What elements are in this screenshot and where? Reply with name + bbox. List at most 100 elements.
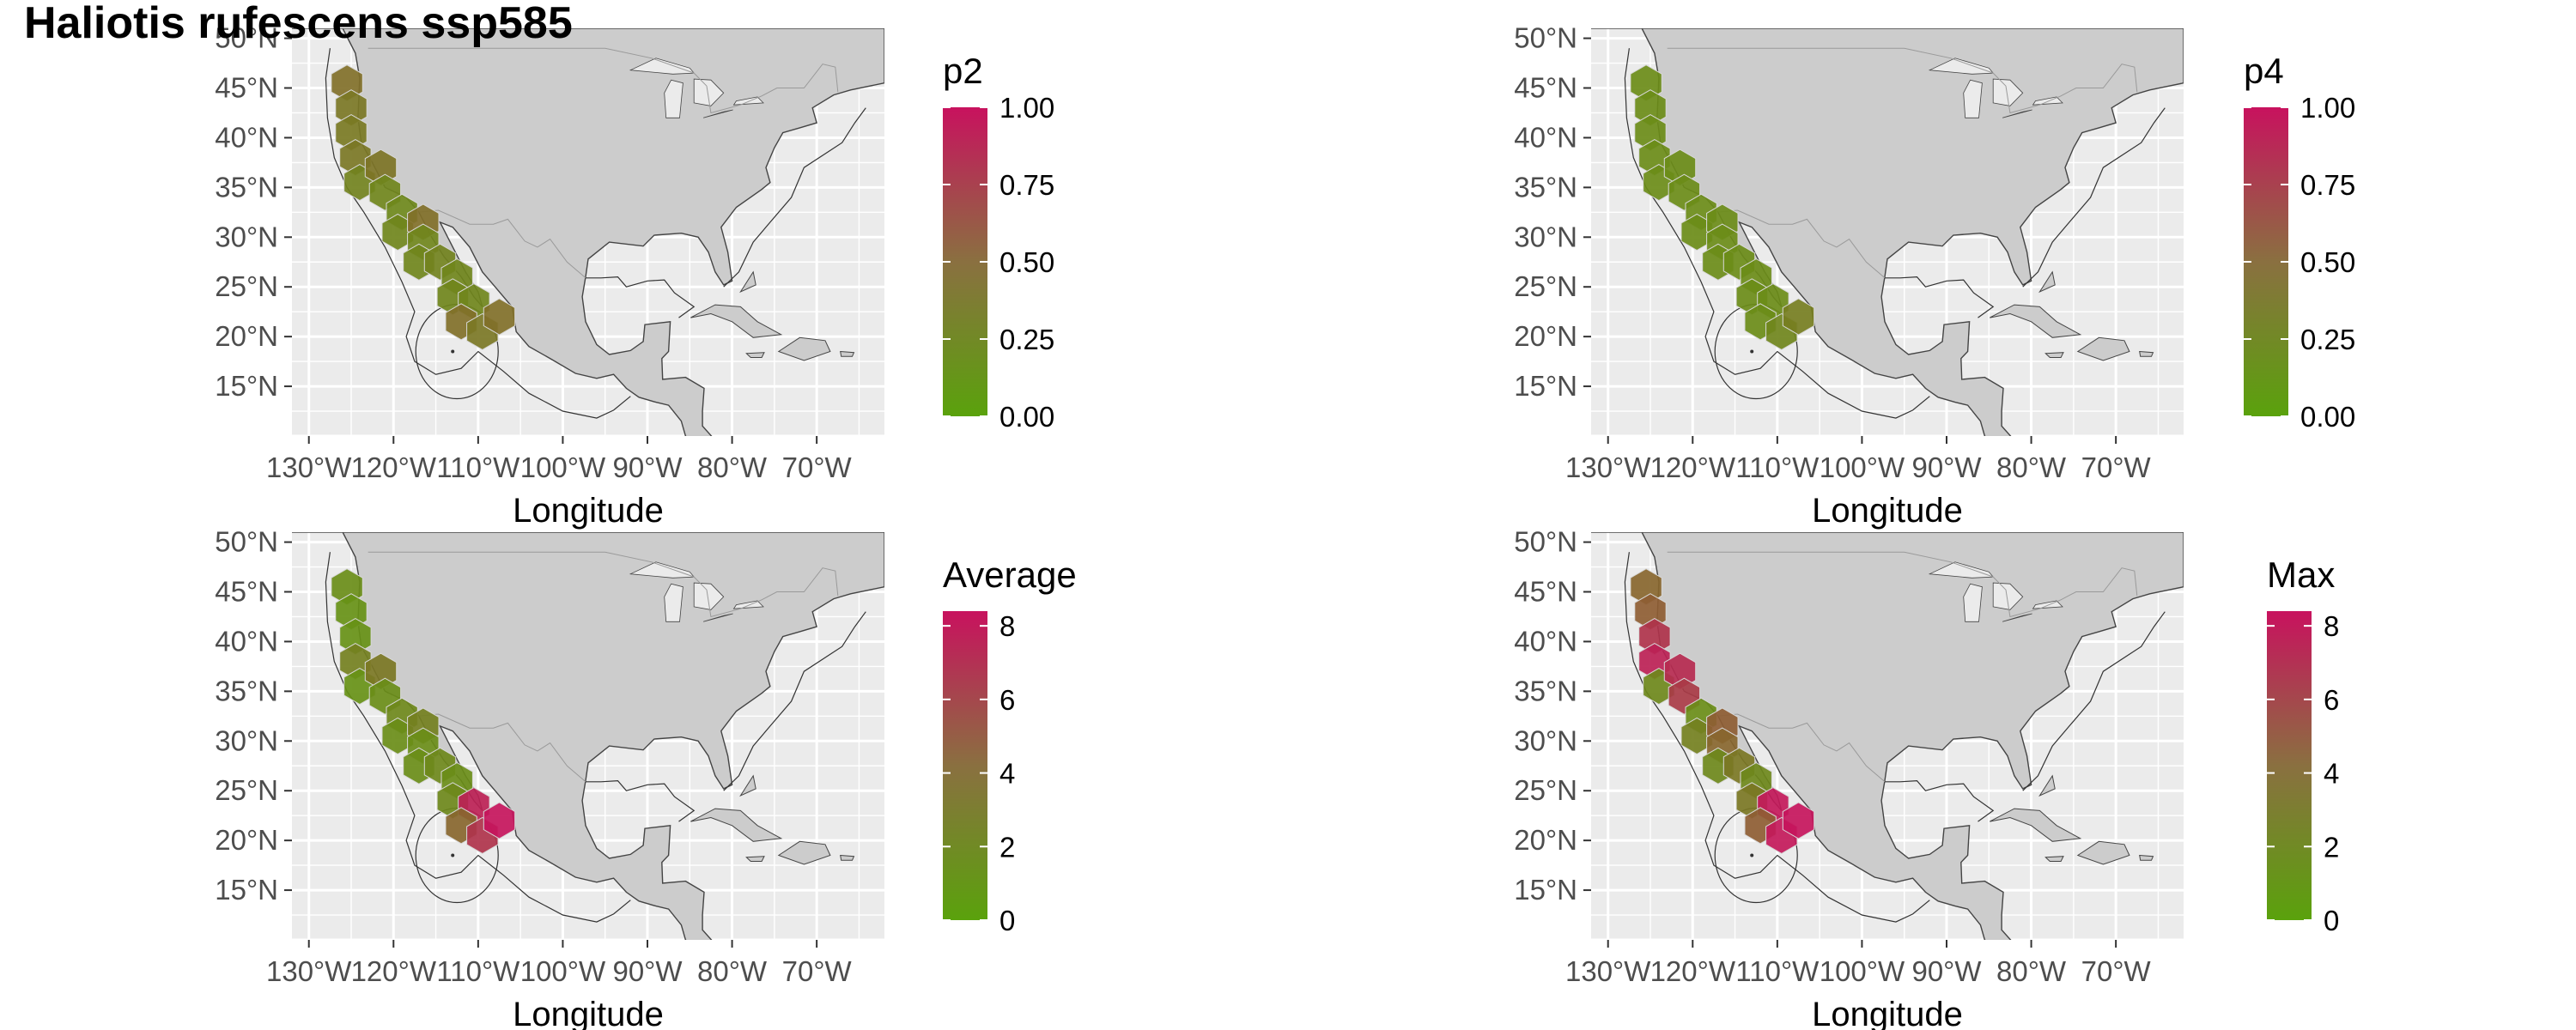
x-tick-label: 110°W [1735,955,1820,987]
hex-cell [339,618,372,656]
legend-title: Max [2267,554,2335,595]
x-tick-label: 90°W [612,451,683,483]
x-tick-label: 80°W [1996,451,2067,483]
hex-cell [1782,802,1815,839]
y-tick-label: 25°N [1514,774,1577,806]
y-tick-label: 35°N [215,675,278,706]
land-island [2139,350,2154,357]
hex-cell [1634,89,1667,127]
x-tick-label: 70°W [2081,955,2152,987]
y-tick-label: 35°N [215,171,278,203]
hex-cell [483,298,516,336]
x-tick-label: 90°W [1911,955,1982,987]
map-plot-area [292,532,884,940]
eez-boundary-atlantic [723,611,866,791]
land-island [690,304,783,338]
x-tick-label: 70°W [2081,451,2152,483]
x-tick-label: 130°W [266,955,352,987]
eez-boundary-pacific [325,552,631,923]
legend-label: 1.00 [999,92,1054,124]
x-axis-title: Longitude [1812,492,1963,530]
eez-boundary-pacific [325,48,631,419]
land-island [1990,808,2082,842]
country-border [368,551,839,618]
lake [2032,96,2063,106]
land-island [2076,840,2130,865]
y-tick-label: 15°N [1514,370,1577,402]
island-dot [1750,853,1754,857]
x-tick-label: 80°W [697,451,768,483]
eez-boundary-pacific [1624,48,1930,419]
land-island [2044,352,2064,358]
x-tick-label: 110°W [436,955,520,987]
legend-label: 4 [999,758,1015,790]
legend-label: 0 [999,905,1015,936]
y-tick-label: 45°N [1514,576,1577,608]
eez-boundary-atlantic [2022,107,2166,288]
lake [693,582,725,610]
x-tick-label: 100°W [1820,451,1905,483]
y-tick-label: 35°N [1514,171,1577,203]
land-island [739,774,756,797]
y-tick-label: 40°N [215,121,278,153]
x-tick-label: 120°W [351,451,437,483]
legend-label: 0.50 [999,246,1054,278]
y-tick-label: 40°N [1514,121,1577,153]
land-island [690,808,783,842]
x-tick-label: 120°W [351,955,437,987]
lake [693,78,725,106]
x-tick-label: 100°W [520,955,606,987]
y-tick-label: 45°N [215,576,278,608]
legend-label: 1.00 [2300,92,2355,124]
x-tick-label: 130°W [1565,955,1651,987]
eez-boundary-gulf [586,276,696,318]
legend-label: 0.75 [2300,169,2355,201]
hex-cell [483,802,516,839]
eez-boundary-atlantic [2022,611,2166,791]
map-panel-max: 50°N 45°N 40°N 35°N 30°N 25°N 20°N 15°N 130°W 120… [1514,526,2339,1030]
eez-boundary-atlantic [723,107,866,288]
legend-label: 0.50 [2300,246,2355,278]
legend-colorbar [943,611,987,920]
legend-label: 2 [999,831,1015,863]
y-tick-label: 15°N [215,874,278,906]
y-tick-label: 30°N [1514,221,1577,252]
x-tick-label: 130°W [1565,451,1651,483]
lake [1992,78,2024,106]
x-tick-label: 70°W [782,451,853,483]
x-tick-label: 110°W [1735,451,1820,483]
land-island [840,350,855,357]
hex-cell [1638,618,1671,656]
lake [732,96,764,106]
x-tick-label: 100°W [520,451,606,483]
eez-boundary-pacific [1624,552,1930,923]
x-tick-label: 130°W [266,451,352,483]
x-axis-title: Longitude [1812,996,1963,1030]
legend-title: p4 [2244,51,2284,91]
x-axis-title: Longitude [513,492,664,530]
y-tick-label: 50°N [215,526,278,558]
land-island [2139,854,2154,861]
legend-label: 0.00 [999,401,1054,433]
x-tick-label: 110°W [436,451,520,483]
lake [2002,109,2032,118]
map-panel-p2: 50°N 45°N 40°N 35°N 30°N 25°N 20°N 15°N 130°W 120… [215,22,1054,530]
y-tick-label: 30°N [215,221,278,252]
island-dot [451,853,455,857]
country-border [1716,713,1886,783]
y-tick-label: 45°N [215,72,278,104]
lake [1928,561,1995,579]
legend-label: 0.75 [999,169,1054,201]
y-tick-label: 20°N [215,320,278,352]
land-island [2044,856,2064,862]
y-tick-label: 45°N [1514,72,1577,104]
map-plot-area [1591,532,2184,940]
land-island [777,840,831,865]
country-border [1667,551,2138,618]
lake [2032,600,2063,609]
legend-label: 2 [2324,831,2339,863]
land-island [739,270,756,294]
land-island [745,856,765,862]
y-tick-label: 25°N [215,270,278,302]
